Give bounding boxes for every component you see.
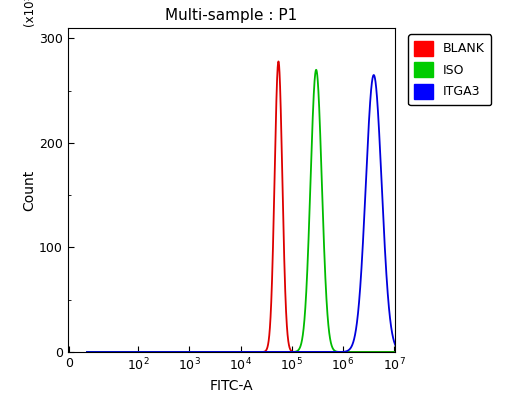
ITGA3 (204, 350, 211, 354)
ITGA3 (371, 73, 377, 78)
BLANK (281, 244, 287, 248)
ITGA3 (84, 350, 90, 354)
Y-axis label: Count: Count (22, 169, 36, 211)
ITGA3 (348, 344, 355, 349)
ISO (417, 350, 423, 354)
BLANK (84, 350, 90, 354)
ITGA3 (331, 350, 337, 354)
ISO (348, 350, 355, 354)
ITGA3 (417, 350, 423, 354)
BLANK (348, 350, 355, 354)
ISO (295, 348, 302, 352)
Title: Multi-sample : P1: Multi-sample : P1 (165, 8, 297, 23)
ITGA3 (281, 350, 287, 354)
BLANK (204, 350, 211, 354)
ISO (100, 350, 107, 354)
Line: BLANK: BLANK (87, 62, 420, 352)
ITGA3 (295, 350, 302, 354)
Line: ISO: ISO (87, 70, 420, 352)
ITGA3 (100, 350, 107, 354)
ISO (281, 350, 287, 354)
Text: (x10¹): (x10¹) (23, 0, 36, 26)
Line: ITGA3: ITGA3 (87, 75, 420, 352)
ISO (84, 350, 90, 354)
ISO (331, 347, 337, 352)
X-axis label: FITC-A: FITC-A (210, 379, 253, 393)
BLANK (100, 350, 107, 354)
BLANK (275, 59, 281, 64)
BLANK (331, 350, 337, 354)
ISO (313, 68, 319, 72)
BLANK (295, 350, 302, 354)
BLANK (417, 350, 423, 354)
Legend: BLANK, ISO, ITGA3: BLANK, ISO, ITGA3 (408, 34, 491, 105)
ISO (204, 350, 211, 354)
